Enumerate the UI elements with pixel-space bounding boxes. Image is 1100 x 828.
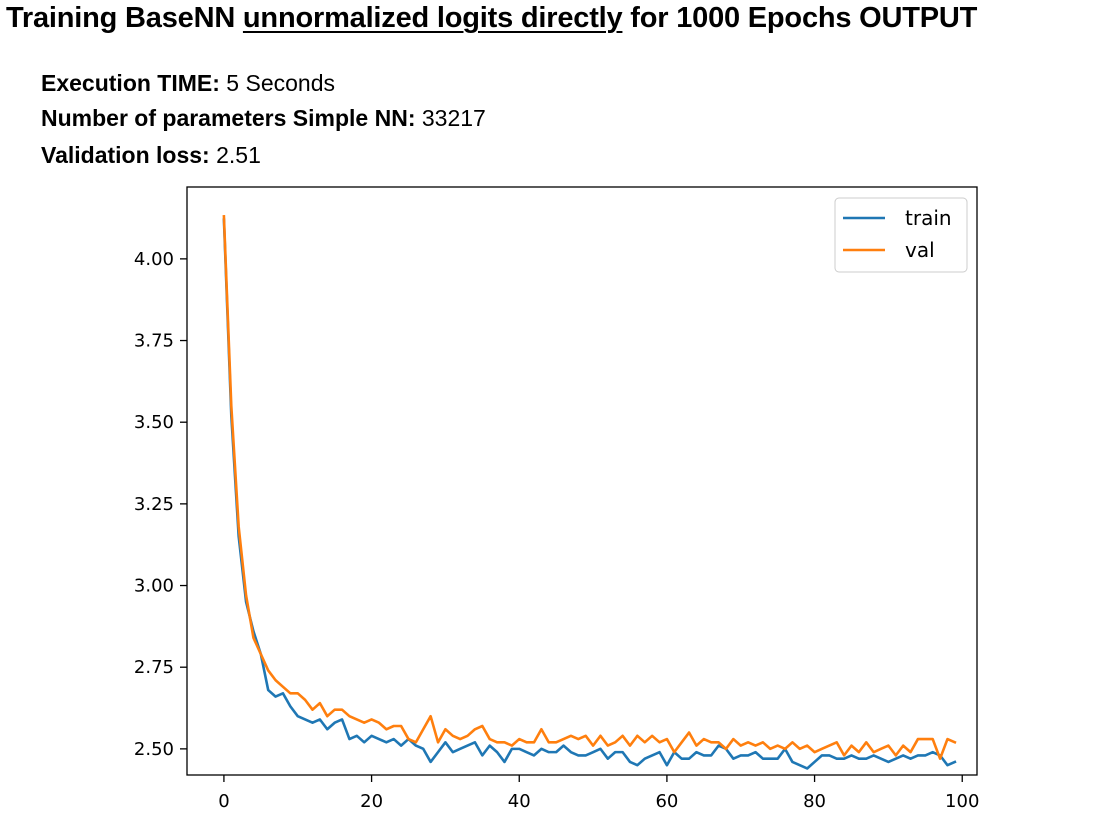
validation-loss-value: 2.51	[216, 142, 261, 168]
x-tick-label: 100	[945, 791, 979, 812]
y-tick-label: 2.50	[134, 739, 174, 760]
title-suffix: for 1000 Epochs OUTPUT	[622, 2, 978, 34]
y-tick-label: 3.25	[134, 494, 174, 515]
validation-loss-line: Validation loss: 2.51	[41, 142, 261, 169]
legend-label-val: val	[905, 238, 935, 262]
x-tick-label: 60	[655, 791, 678, 812]
y-tick-label: 3.75	[134, 331, 174, 352]
x-tick-label: 80	[803, 791, 826, 812]
page-title: Training BaseNN unnormalized logits dire…	[6, 2, 977, 35]
y-tick-label: 4.00	[134, 249, 174, 270]
execution-time-line: Execution TIME: 5 Seconds	[41, 70, 335, 97]
parameter-count-label: Number of parameters Simple NN:	[41, 105, 416, 131]
parameter-count-line: Number of parameters Simple NN: 33217	[41, 105, 486, 132]
axes-layer: 2.50 2.75 3.00 3.25 3.50 3.75 4.00 0 20 40 60 80 100	[134, 186, 979, 812]
validation-loss-label: Validation loss:	[41, 142, 210, 168]
x-tick-label: 0	[218, 791, 229, 812]
y-tick-label: 3.50	[134, 412, 174, 433]
legend-box	[834, 197, 968, 273]
series-line-val	[222, 215, 957, 760]
y-tick-label: 3.00	[134, 576, 174, 597]
x-tick-label: 20	[360, 791, 383, 812]
title-underlined: unnormalized logits directly	[242, 2, 623, 34]
legend: train val	[834, 197, 968, 273]
title-prefix: Training BaseNN	[6, 2, 243, 34]
parameter-count-value: 33217	[421, 105, 486, 131]
series-line-train	[222, 218, 957, 770]
series-layer	[222, 215, 957, 770]
execution-time-value: 5 Seconds	[226, 70, 335, 96]
execution-time-label: Execution TIME:	[41, 70, 220, 96]
legend-label-train: train	[905, 206, 952, 230]
x-tick-label: 40	[508, 791, 531, 812]
y-tick-label: 2.75	[134, 657, 174, 678]
plot-frame	[186, 186, 978, 776]
